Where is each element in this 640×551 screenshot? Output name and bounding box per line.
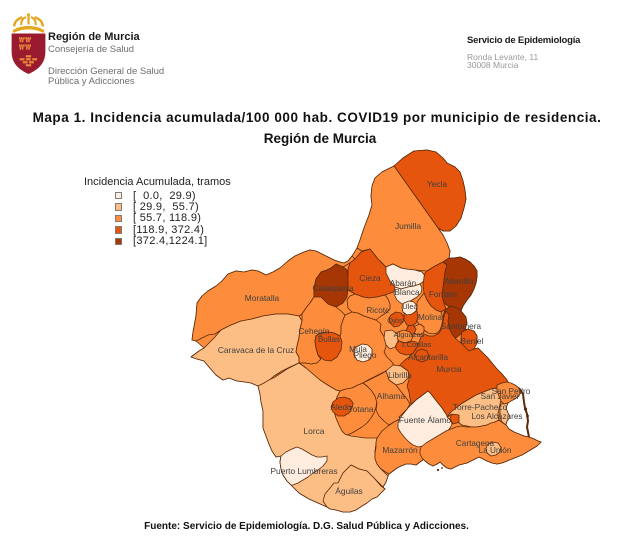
- svg-text:Moratalla: Moratalla: [245, 293, 280, 303]
- svg-text:Ricote: Ricote: [366, 306, 390, 315]
- svg-text:Ojós: Ojós: [387, 316, 403, 325]
- svg-text:Bullas: Bullas: [318, 335, 340, 344]
- svg-text:Santomera: Santomera: [441, 322, 481, 331]
- svg-text:Blanca: Blanca: [394, 288, 419, 297]
- svg-text:Águilas: Águilas: [335, 486, 362, 496]
- svg-text:Fortuna: Fortuna: [429, 290, 458, 299]
- svg-text:San Javier: San Javier: [481, 392, 520, 401]
- svg-text:Pliego: Pliego: [354, 351, 377, 360]
- svg-text:Puerto Lumbreras: Puerto Lumbreras: [270, 466, 337, 476]
- svg-text:Alguazas: Alguazas: [394, 330, 425, 339]
- svg-text:Librilla: Librilla: [388, 371, 412, 380]
- svg-text:Molina: Molina: [418, 313, 443, 322]
- svg-text:Jumilla: Jumilla: [395, 221, 421, 231]
- svg-text:Torre-Pacheco: Torre-Pacheco: [453, 402, 508, 412]
- svg-text:Lorca: Lorca: [304, 426, 325, 436]
- svg-text:Ulea: Ulea: [402, 302, 418, 311]
- svg-text:Alhama: Alhama: [377, 391, 406, 401]
- svg-text:T.Cotillas: T.Cotillas: [401, 340, 432, 349]
- svg-text:Beniel: Beniel: [461, 337, 484, 346]
- svg-text:Abarán: Abarán: [390, 279, 417, 288]
- svg-text:Yecla: Yecla: [427, 179, 448, 189]
- svg-text:Los Alcázares: Los Alcázares: [472, 412, 523, 421]
- svg-text:La Unión: La Unión: [479, 446, 512, 455]
- svg-text:Aledo: Aledo: [331, 403, 352, 412]
- svg-text:Mula: Mula: [349, 345, 367, 354]
- svg-text:Cehegín: Cehegín: [299, 327, 330, 336]
- svg-text:San Pedro: San Pedro: [492, 387, 531, 396]
- svg-text:Caravaca de la Cruz: Caravaca de la Cruz: [218, 345, 294, 355]
- svg-text:Totana: Totana: [348, 404, 373, 414]
- svg-text:Alcantarilla: Alcantarilla: [408, 353, 448, 362]
- svg-text:Murcia: Murcia: [436, 364, 461, 374]
- svg-text:Calasparra: Calasparra: [313, 283, 354, 293]
- svg-text:Cartagena: Cartagena: [456, 439, 495, 448]
- svg-text:Fuente Álamo: Fuente Álamo: [399, 415, 451, 425]
- svg-text:Cieza: Cieza: [359, 273, 381, 283]
- svg-text:Abanilla: Abanilla: [444, 277, 474, 286]
- svg-text:Mazarrón: Mazarrón: [382, 445, 418, 455]
